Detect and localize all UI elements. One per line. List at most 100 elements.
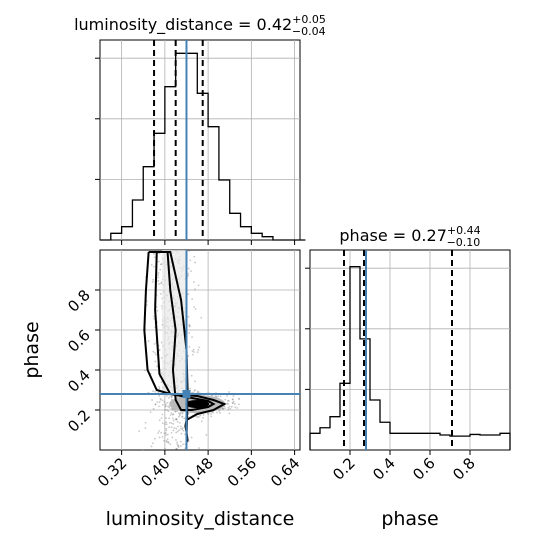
scatter-sample-point [155, 353, 157, 356]
scatter-sample-point [160, 282, 162, 285]
scatter-sample-point [219, 395, 222, 398]
scatter-sample-point [207, 413, 210, 415]
scatter-sample-point [165, 429, 168, 432]
scatter-x-tick-label: 0.56 [224, 454, 260, 490]
scatter-sample-point [238, 398, 241, 400]
scatter-sample-point [227, 406, 230, 409]
scatter-sample-point [158, 349, 161, 352]
scatter-sample-point [166, 438, 169, 441]
x-axis-label-phase: phase [381, 508, 438, 530]
scatter-sample-point [176, 420, 179, 423]
scatter-sample-point [144, 427, 147, 430]
scatter-sample-point [153, 317, 156, 320]
scatter-density-peak [185, 400, 210, 408]
scatter-sample-point [191, 350, 194, 352]
scatter-sample-point [158, 405, 160, 408]
scatter-sample-point [226, 395, 228, 397]
scatter-sample-point [231, 401, 234, 404]
scatter-sample-point [202, 413, 205, 416]
scatter-sample-point [166, 433, 169, 436]
y-axis-label-phase: phase [21, 321, 43, 378]
scatter-sample-point [157, 260, 160, 263]
scatter-sample-point [172, 429, 175, 432]
scatter-sample-point [138, 430, 141, 433]
scatter-sample-point [171, 408, 174, 411]
scatter-sample-point [190, 270, 192, 273]
scatter-sample-point [231, 398, 234, 401]
scatter-sample-point [228, 412, 231, 415]
scatter-sample-point [163, 432, 166, 435]
scatter-sample-point [199, 414, 202, 417]
scatter-sample-point [152, 278, 155, 281]
phase-x-tick-label: 0.4 [369, 454, 399, 484]
scatter-sample-point [152, 442, 154, 445]
scatter-sample-point [167, 441, 170, 443]
scatter-sample-point [187, 274, 190, 277]
scatter-sample-point [151, 399, 153, 401]
scatter-sample-point [188, 249, 191, 252]
scatter-sample-point [149, 411, 152, 413]
scatter-sample-point [164, 404, 167, 407]
scatter-sample-point [181, 412, 184, 415]
scatter-sample-point [161, 399, 164, 402]
scatter-sample-point [168, 421, 171, 424]
scatter-sample-point [173, 408, 176, 411]
scatter-sample-point [160, 281, 163, 284]
scatter-sample-point [154, 403, 157, 406]
scatter-sample-point [234, 402, 236, 405]
scatter-sample-point [170, 396, 173, 399]
scatter-sample-point [170, 412, 173, 414]
phase-histogram-step [309, 266, 511, 450]
phase-x-tick-label: 0.6 [409, 454, 439, 484]
scatter-sample-point [194, 380, 196, 383]
scatter-sample-point [232, 402, 234, 405]
scatter-sample-point [165, 421, 168, 424]
scatter-sample-point [176, 443, 179, 446]
scatter-sample-point [187, 272, 190, 275]
scatter-sample-point [197, 284, 200, 287]
scatter-sample-point [158, 385, 161, 388]
luminosity-distance-vs-phase-panel: 0.32 0.40 0.48 0.56 0.64 0.2 0.4 0.6 0.8 luminos… [21, 249, 303, 530]
scatter-sample-point [155, 305, 158, 308]
scatter-sample-point [180, 440, 182, 443]
scatter-sample-point [188, 345, 191, 348]
scatter-sample-point [162, 403, 164, 406]
scatter-sample-point [191, 298, 194, 301]
scatter-sample-point [232, 400, 235, 403]
scatter-sample-point [158, 430, 161, 432]
scatter-sample-point [170, 396, 173, 398]
scatter-sample-point [165, 417, 167, 420]
scatter-sample-point [179, 413, 182, 415]
scatter-sample-point [222, 408, 225, 410]
scatter-sample-point [197, 349, 200, 351]
scatter-sample-point [175, 427, 178, 430]
scatter-sample-point [237, 397, 240, 400]
scatter-sample-point [160, 381, 163, 384]
scatter-sample-point [177, 444, 179, 447]
scatter-sample-point [192, 351, 195, 353]
scatter-sample-point [221, 407, 224, 410]
phase-title: phase = 0.27+0.44 −0.10 [339, 224, 480, 249]
scatter-sample-point [157, 276, 160, 279]
scatter-sample-point [158, 283, 160, 285]
scatter-sample-point [147, 340, 150, 342]
scatter-sample-point [172, 423, 175, 425]
scatter-sample-point [193, 390, 196, 392]
luminosity-distance-title-median: 0.42 [257, 15, 293, 34]
scatter-sample-point [168, 426, 171, 429]
scatter-sample-point [175, 447, 178, 450]
scatter-sample-point [156, 365, 159, 368]
scatter-sample-point [178, 415, 180, 418]
scatter-sample-point [227, 400, 230, 402]
luminosity-distance-title: luminosity_distance = 0.42+0.05 −0.04 [74, 13, 326, 38]
scatter-sample-point [224, 407, 226, 410]
scatter-sample-point [163, 423, 166, 425]
scatter-sample-point [175, 447, 178, 450]
scatter-x-tick-label: 0.48 [181, 454, 217, 490]
scatter-sample-point [157, 274, 160, 276]
scatter-sample-point [152, 390, 155, 393]
scatter-sample-point [194, 308, 197, 310]
scatter-sample-point [171, 413, 174, 416]
scatter-sample-point [194, 389, 197, 391]
scatter-sample-point [202, 416, 204, 419]
